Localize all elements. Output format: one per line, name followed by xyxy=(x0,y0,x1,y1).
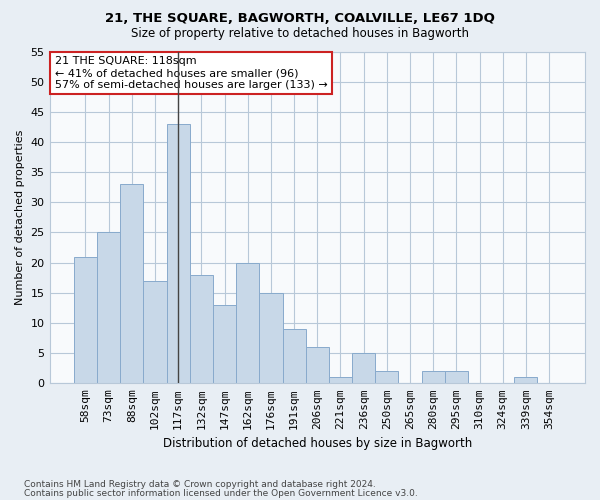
Bar xyxy=(120,184,143,384)
Text: Contains HM Land Registry data © Crown copyright and database right 2024.: Contains HM Land Registry data © Crown c… xyxy=(24,480,376,489)
Bar xyxy=(236,262,259,384)
Text: 21 THE SQUARE: 118sqm
← 41% of detached houses are smaller (96)
57% of semi-deta: 21 THE SQUARE: 118sqm ← 41% of detached … xyxy=(55,56,328,90)
Bar xyxy=(190,274,213,384)
Y-axis label: Number of detached properties: Number of detached properties xyxy=(15,130,25,305)
Text: Size of property relative to detached houses in Bagworth: Size of property relative to detached ho… xyxy=(131,28,469,40)
Bar xyxy=(422,371,445,384)
Bar xyxy=(74,256,97,384)
Bar xyxy=(514,378,538,384)
Bar xyxy=(329,378,352,384)
Bar xyxy=(283,329,305,384)
Bar xyxy=(167,124,190,384)
Text: 21, THE SQUARE, BAGWORTH, COALVILLE, LE67 1DQ: 21, THE SQUARE, BAGWORTH, COALVILLE, LE6… xyxy=(105,12,495,26)
Bar xyxy=(259,293,283,384)
Bar xyxy=(352,353,375,384)
Text: Contains public sector information licensed under the Open Government Licence v3: Contains public sector information licen… xyxy=(24,488,418,498)
Bar xyxy=(445,371,468,384)
Bar xyxy=(305,347,329,384)
Bar xyxy=(375,371,398,384)
Bar xyxy=(143,280,167,384)
X-axis label: Distribution of detached houses by size in Bagworth: Distribution of detached houses by size … xyxy=(163,437,472,450)
Bar xyxy=(97,232,120,384)
Bar xyxy=(213,305,236,384)
